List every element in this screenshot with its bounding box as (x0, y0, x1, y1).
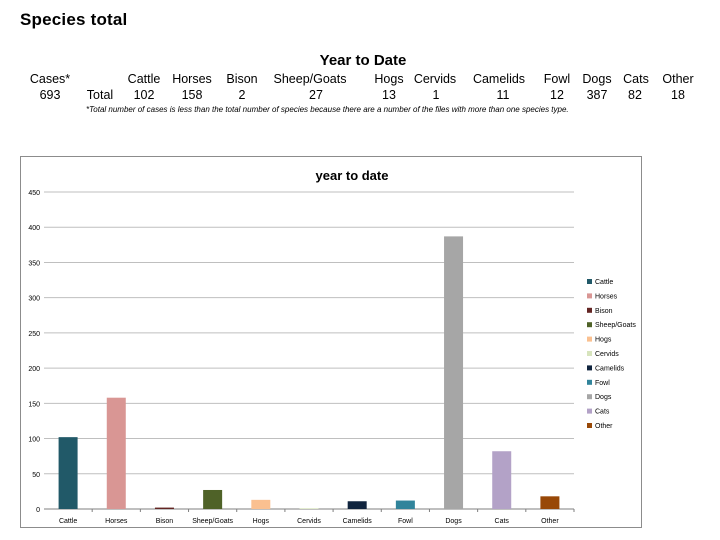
y-tick-label: 200 (28, 366, 40, 373)
y-tick-label: 300 (28, 296, 40, 303)
value-camelids: 11 (496, 88, 510, 102)
column-header-dogs: Dogs (582, 72, 612, 86)
legend-label: Dogs (595, 394, 612, 401)
legend-swatch (587, 336, 592, 342)
value-hogs: 13 (382, 88, 396, 102)
value-fowl: 12 (550, 88, 564, 102)
bar-cattle (58, 437, 78, 509)
bar-chart: year to date 0 50 100 150 200 250 300 350 400 450… (28, 168, 636, 525)
column-header-fowl: Fowl (543, 72, 571, 86)
column-header-cervids: Cervids (413, 72, 457, 86)
footnote: *Total number of cases is less than the … (86, 105, 569, 114)
legend-label: Cats (595, 409, 610, 416)
legend-swatch (587, 307, 592, 313)
y-tick-label: 50 (32, 472, 40, 479)
column-header-bison: Bison (226, 72, 258, 86)
legend-label: Other (595, 423, 613, 430)
bar-sheep-goats (203, 489, 223, 509)
gridlines (44, 191, 574, 510)
column-header-hogs: Hogs (374, 72, 404, 86)
legend-swatch (587, 322, 592, 328)
bar-bison (154, 507, 174, 509)
value-horses: 158 (181, 88, 203, 102)
value-other: 18 (671, 88, 685, 102)
y-tick-label: 250 (28, 331, 40, 338)
y-tick-label: 100 (28, 437, 40, 444)
legend-label: Sheep/Goats (595, 322, 636, 329)
y-tick-label: 0 (36, 507, 40, 514)
legend-swatch (587, 351, 592, 356)
x-axis: Cattle Horses Bison Sheep/Goats Hogs Cervids C… (59, 509, 575, 525)
bar-camelids (347, 501, 367, 509)
x-tick-label: Dogs (445, 518, 462, 525)
legend-label: Bison (595, 308, 613, 315)
x-tick-label: Bison (156, 518, 174, 525)
bar-cats (492, 451, 512, 509)
cases-header: Cases* (29, 72, 71, 86)
legend-swatch (587, 379, 592, 385)
x-tick-label: Cattle (59, 518, 77, 525)
legend-label: Hogs (595, 337, 612, 344)
legend-swatch (587, 408, 592, 414)
column-header-sheep-goats: Sheep/Goats (273, 72, 347, 86)
x-tick-label: Sheep/Goats (192, 518, 233, 525)
x-tick-label: Cats (495, 518, 510, 525)
x-tick-label: Camelids (343, 518, 373, 525)
y-tick-label: 400 (28, 225, 40, 232)
column-header-camelids: Camelids (472, 72, 526, 86)
y-tick-label: 350 (28, 260, 40, 267)
total-label: Total (86, 88, 114, 102)
bar-hogs (251, 499, 271, 509)
y-tick-label: 150 (28, 401, 40, 408)
year-to-date-heading: Year to Date (319, 52, 407, 69)
x-tick-label: Cervids (297, 518, 321, 525)
legend-label: Cattle (595, 279, 613, 286)
value-dogs: 387 (586, 88, 608, 102)
value-cats: 82 (628, 88, 642, 102)
x-tick-label: Fowl (398, 518, 413, 525)
column-header-cattle: Cattle (127, 72, 161, 86)
chart-frame: year to date 0 50 100 150 200 250 300 350 400 450… (20, 156, 642, 528)
column-header-cats: Cats (623, 72, 649, 86)
bars (58, 236, 560, 509)
legend-label: Camelids (595, 365, 625, 372)
bar-fowl (395, 500, 415, 509)
x-tick-label: Hogs (253, 518, 270, 525)
page-title: Species total (20, 10, 128, 29)
value-cattle: 102 (133, 88, 155, 102)
y-tick-label: 450 (28, 190, 40, 197)
x-tick-label: Horses (105, 518, 128, 525)
value-cervids: 1 (432, 88, 440, 102)
bar-horses (106, 397, 126, 509)
legend-label: Cervids (595, 351, 619, 358)
legend-label: Fowl (595, 380, 610, 387)
x-tick-label: Other (541, 518, 559, 525)
cases-value: 693 (39, 88, 61, 102)
legend-swatch (587, 394, 592, 400)
legend-label: Horses (595, 293, 618, 300)
legend-swatch (587, 293, 592, 299)
bar-cervids (299, 508, 319, 509)
bar-dogs (444, 236, 464, 509)
column-header-other: Other (662, 72, 694, 86)
legend-swatch (587, 365, 592, 371)
legend-swatch (587, 423, 592, 428)
y-axis: 0 50 100 150 200 250 300 350 400 450 (28, 190, 40, 514)
legend-swatch (587, 279, 592, 284)
column-header-horses: Horses (172, 72, 212, 86)
value-bison: 2 (238, 88, 246, 102)
bar-other (540, 496, 560, 509)
chart-legend: Cattle Horses Bison Sheep/Goats Hogs Cervids C… (587, 279, 636, 430)
value-sheep-goats: 27 (309, 88, 323, 102)
chart-title: year to date (316, 168, 389, 183)
